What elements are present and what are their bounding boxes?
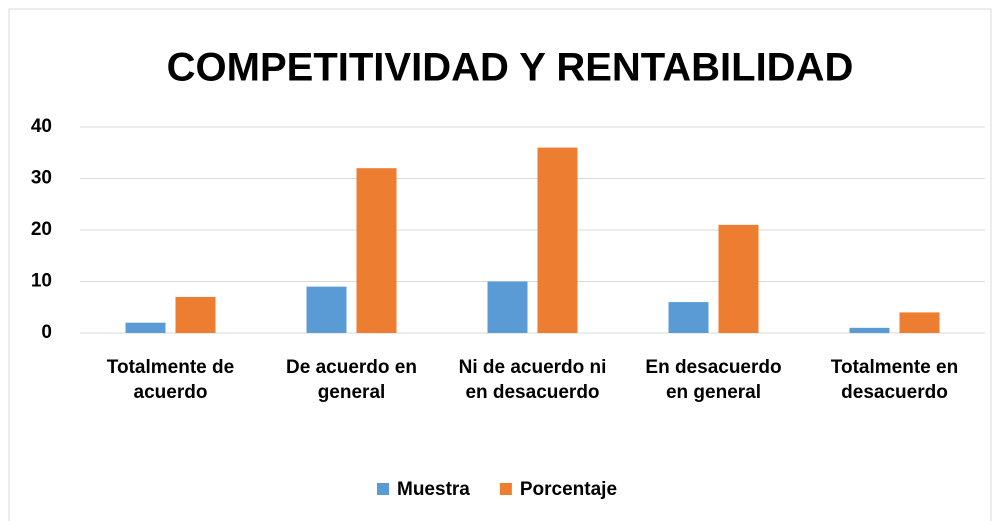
legend-swatch xyxy=(499,483,512,495)
bar xyxy=(356,168,397,333)
y-tick-label: 20 xyxy=(31,219,52,240)
x-tick-label: En desacuerdo en general xyxy=(645,357,782,403)
y-tick-label: 40 xyxy=(31,116,52,137)
x-tick-label: Totalmente de acuerdo xyxy=(106,357,235,403)
bar xyxy=(487,281,528,333)
legend-label: Muestra xyxy=(397,479,470,500)
bar xyxy=(718,224,759,333)
bar xyxy=(125,322,166,333)
y-tick-label: 10 xyxy=(31,271,52,292)
bar xyxy=(849,327,890,333)
y-tick-label: 0 xyxy=(41,322,52,343)
x-tick-label: Totalmente en desacuerdo xyxy=(830,357,959,403)
bar xyxy=(899,312,940,333)
bar xyxy=(537,147,578,333)
x-tick-label: Ni de acuerdo ni en desacuerdo xyxy=(458,357,607,403)
legend-label: Porcentaje xyxy=(520,479,617,500)
chart-border xyxy=(8,8,992,521)
x-tick-label: De acuerdo en general xyxy=(286,357,417,403)
bar xyxy=(668,302,709,333)
y-tick-label: 30 xyxy=(31,168,52,189)
legend-swatch xyxy=(377,483,389,495)
bar xyxy=(175,296,216,333)
bar xyxy=(306,286,347,333)
chart-title: COMPETITIVIDAD Y RENTABILIDAD xyxy=(167,46,854,90)
